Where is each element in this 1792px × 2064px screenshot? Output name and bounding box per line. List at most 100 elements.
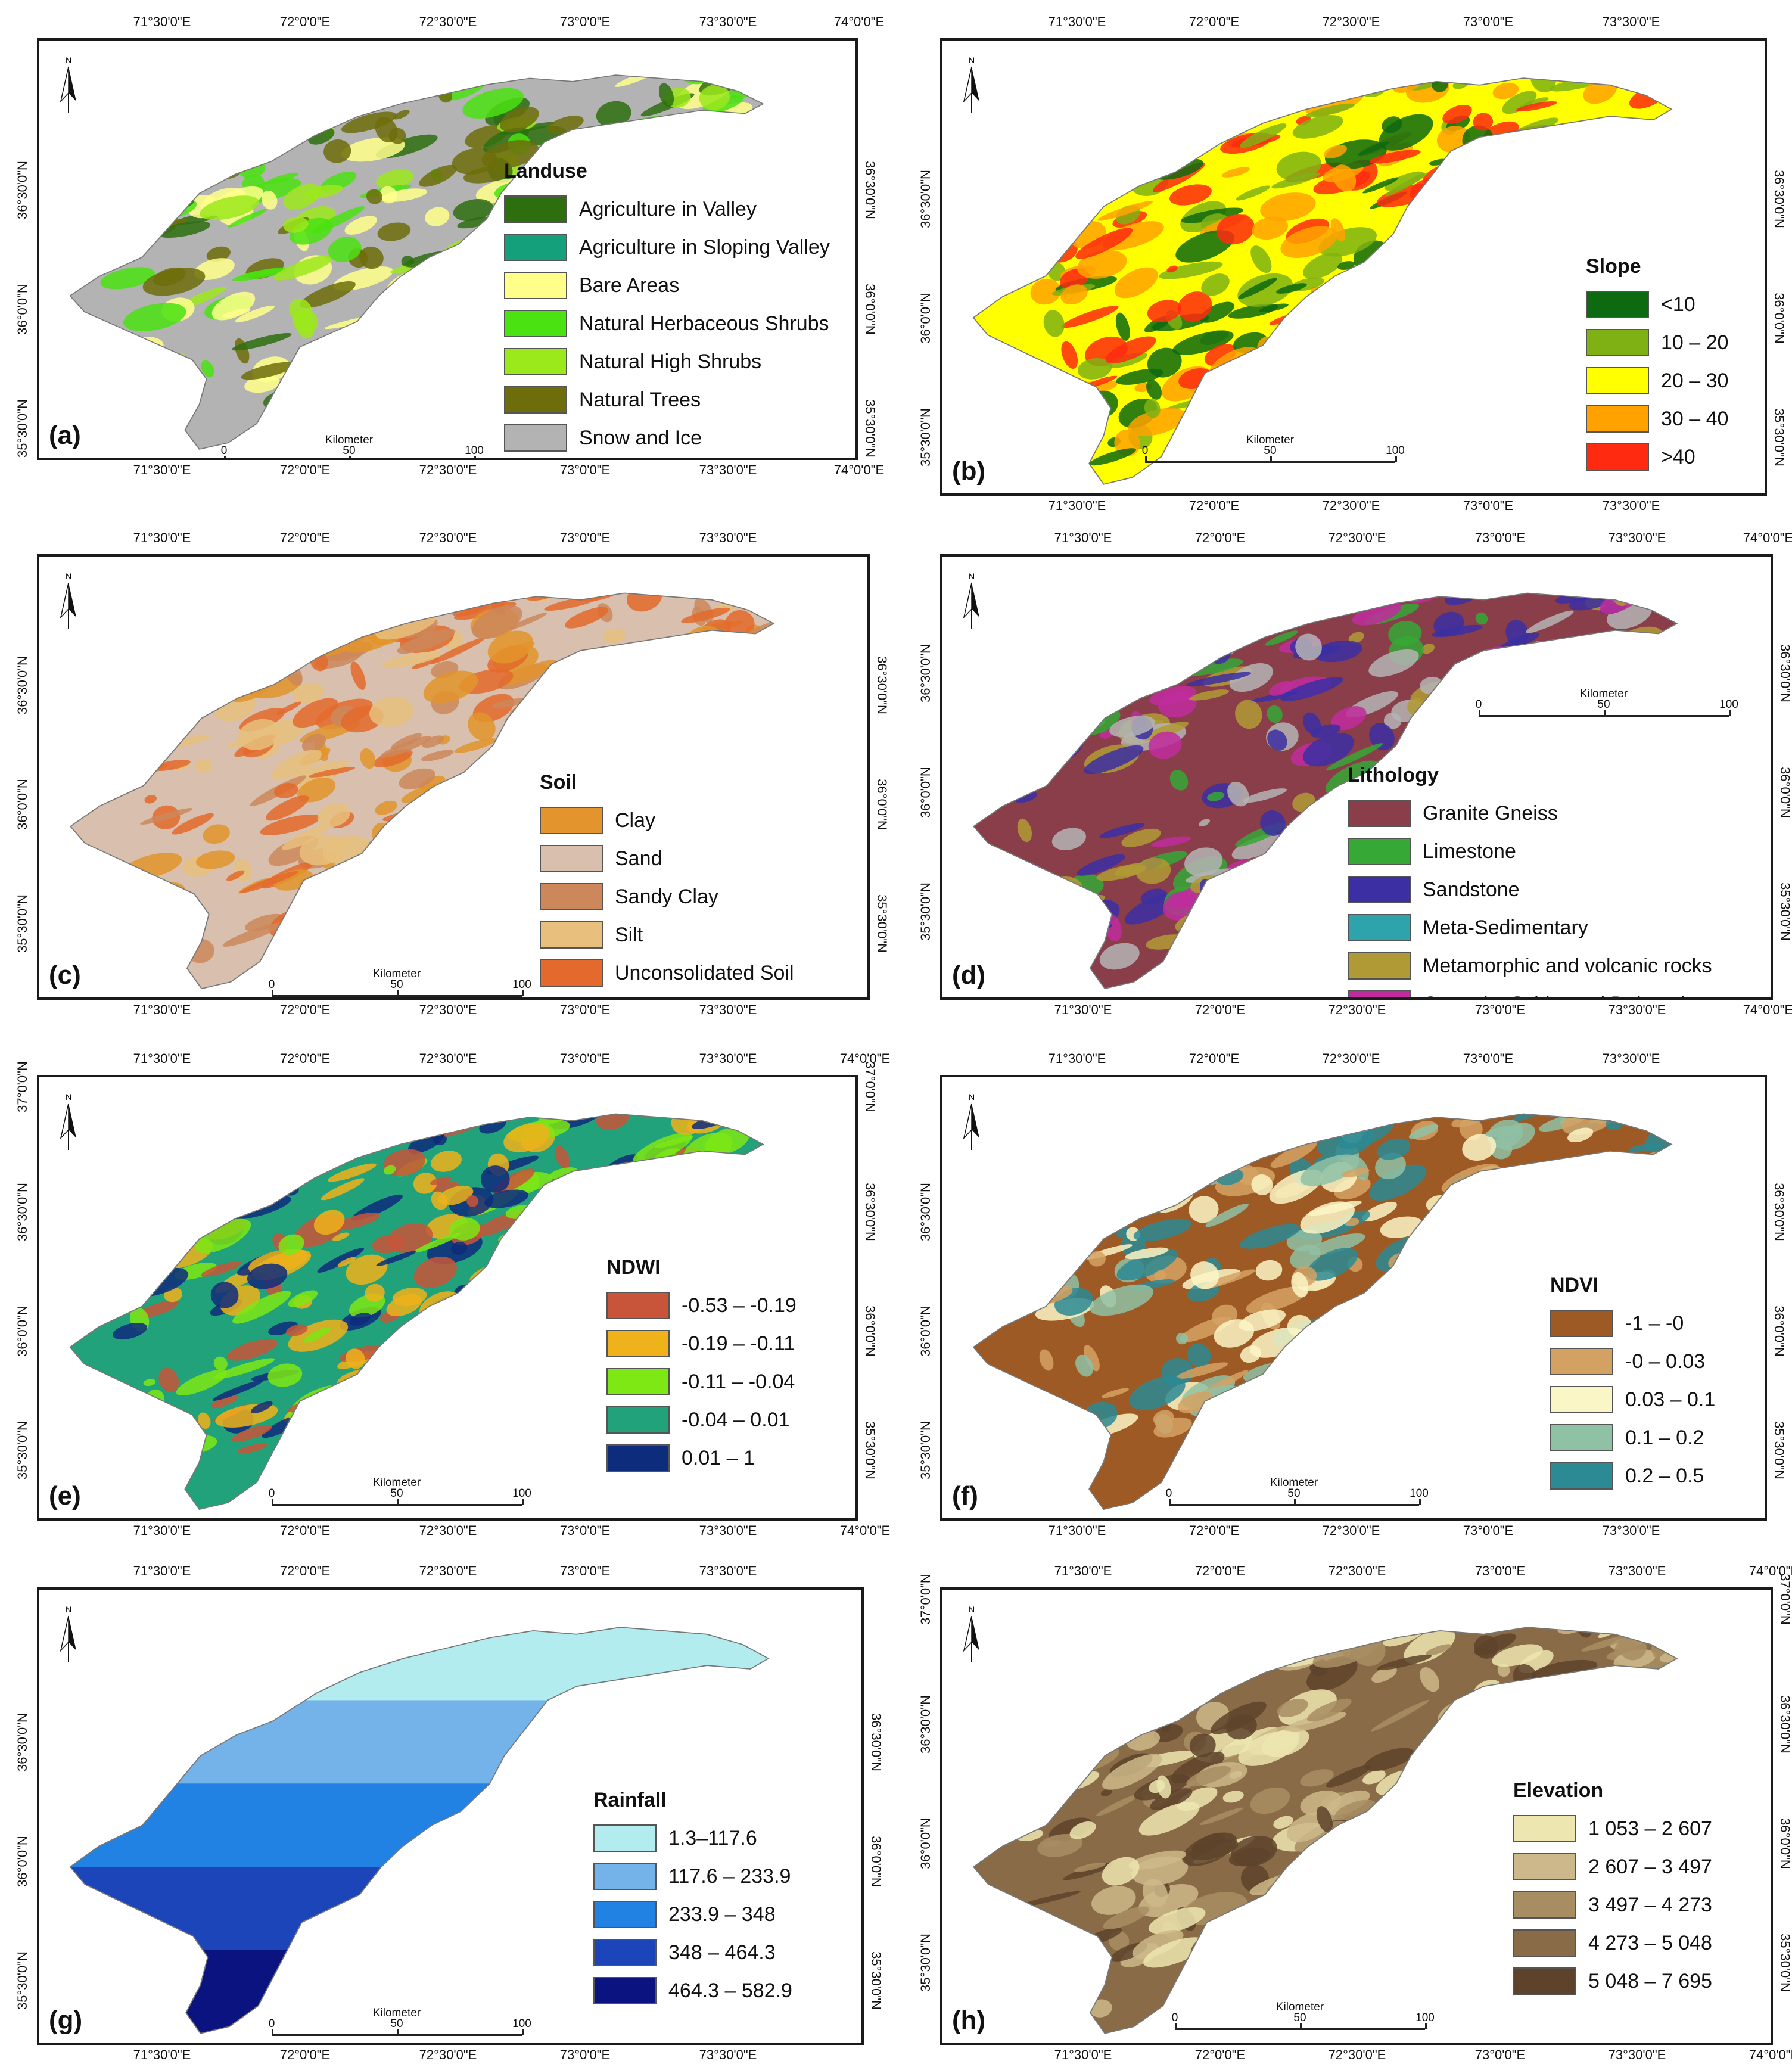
longitude-label: 71°30'0"E bbox=[1048, 498, 1106, 513]
north-arrow-icon: N bbox=[60, 1092, 76, 1150]
legend-swatch bbox=[1348, 838, 1411, 865]
scale-bar-tick-label: 0 bbox=[1141, 444, 1149, 457]
legend-label: Granite Gneiss bbox=[1423, 801, 1558, 825]
rainfall-band bbox=[70, 1627, 769, 1701]
legend-label: -0.19 – -0.11 bbox=[682, 1332, 795, 1355]
longitude-label: 71°30'0"E bbox=[1048, 14, 1106, 29]
legend-item: Water Bodies bbox=[504, 457, 830, 458]
latitude-label: 36°0'0"N bbox=[15, 1305, 30, 1357]
legend-item: 30 – 40 bbox=[1586, 400, 1728, 438]
longitude-label: 73°0'0"E bbox=[1463, 1051, 1514, 1066]
longitude-label: 74°0'0"E bbox=[1749, 2047, 1792, 2062]
longitude-label: 73°30'0"E bbox=[1602, 1523, 1660, 1538]
longitude-label: 73°30'0"E bbox=[699, 2047, 757, 2062]
legend-label: >40 bbox=[1661, 445, 1695, 468]
latitude-label: 35°30'0"N bbox=[918, 882, 933, 941]
latitude-label: 36°30'0"N bbox=[918, 1695, 933, 1754]
legend-item: -0.53 – -0.19 bbox=[606, 1286, 797, 1325]
legend-swatch bbox=[540, 959, 603, 987]
latitude-label: 35°30'0"N bbox=[1778, 1934, 1792, 1992]
legend-title: NDVI bbox=[1550, 1274, 1599, 1297]
legend-item: Limestone bbox=[1348, 832, 1712, 871]
longitude-label: 72°0'0"E bbox=[279, 1523, 331, 1538]
latitude-label: 36°30'0"N bbox=[875, 656, 889, 714]
legend-item: Bare Areas bbox=[504, 266, 830, 304]
longitude-label: 71°30'0"E bbox=[1054, 1002, 1112, 1017]
latitude-label: 35°30'0"N bbox=[918, 1421, 933, 1479]
longitude-label: 72°0'0"E bbox=[279, 14, 331, 29]
legend-swatch bbox=[606, 1292, 670, 1319]
legend-swatch bbox=[540, 845, 603, 872]
longitude-label: 74°0'0"E bbox=[1743, 530, 1792, 545]
longitude-label: 73°0'0"E bbox=[1474, 530, 1526, 545]
latitude-label: 36°30'0"N bbox=[918, 1183, 933, 1241]
panel-label: (c) bbox=[49, 960, 81, 990]
panel-label: (f) bbox=[952, 1481, 978, 1510]
scale-bar-tick-label: 0 bbox=[268, 2018, 275, 2030]
legend-label: Agriculture in Valley bbox=[579, 197, 757, 220]
scale-bar: Kilometer 0 50 100 bbox=[268, 2007, 531, 2043]
scale-bar: Kilometer 0 50 100 bbox=[268, 1476, 531, 1512]
legend-label: 2 607 – 3 497 bbox=[1588, 1855, 1712, 1878]
legend-label: Natural High Shrubs bbox=[579, 350, 762, 373]
legend-title: Landuse bbox=[504, 160, 587, 182]
latitude-label: 36°30'0"N bbox=[15, 161, 30, 219]
north-arrow-icon: N bbox=[963, 55, 979, 113]
longitude-label: 73°30'0"E bbox=[1608, 2047, 1666, 2062]
legend-item: Snow and Ice bbox=[504, 419, 830, 457]
legend-label: -0.11 – -0.04 bbox=[682, 1370, 795, 1393]
longitude-label: 72°0'0"E bbox=[1189, 14, 1240, 29]
latitude-label: 36°30'0"N bbox=[863, 161, 878, 219]
legend-label: 0.01 – 1 bbox=[682, 1446, 755, 1469]
latitude-label: 36°0'0"N bbox=[1772, 1305, 1787, 1357]
scale-bar-tick-label: 100 bbox=[1410, 1487, 1429, 1500]
longitude-label: 72°30'0"E bbox=[1322, 14, 1380, 29]
latitude-label: 35°30'0"N bbox=[15, 894, 30, 953]
north-arrow-icon: N bbox=[60, 571, 76, 629]
scale-bar-title: Kilometer bbox=[372, 2007, 421, 2019]
longitude-label: 74°0'0"E bbox=[833, 462, 885, 477]
legend-item: Sandstone bbox=[1348, 871, 1712, 909]
legend-item: Silt bbox=[540, 916, 794, 954]
legend-label: -0.04 – 0.01 bbox=[682, 1408, 790, 1431]
legend-swatch bbox=[606, 1406, 670, 1434]
latitude-label: 36°30'0"N bbox=[869, 1713, 883, 1771]
scale-bar-title: Kilometer bbox=[325, 434, 374, 446]
svg-text:N: N bbox=[969, 1605, 975, 1614]
longitude-label: 74°0'0"E bbox=[833, 14, 885, 29]
latitude-label: 36°0'0"N bbox=[918, 293, 933, 344]
map-frame: N (b) Kilometer 0 50 100 Slope <10 10 – 20 20 – 3… bbox=[940, 38, 1767, 496]
legend-item: Natural Trees bbox=[504, 381, 830, 419]
legend-label: 233.9 – 348 bbox=[668, 1903, 776, 1926]
map-frame: N (d) Kilometer 0 50 100 Lithology Granite Gnei… bbox=[940, 554, 1773, 1000]
latitude-label: 35°30'0"N bbox=[1772, 1421, 1787, 1479]
longitude-label: 71°30'0"E bbox=[133, 2047, 191, 2062]
legend-swatch bbox=[1550, 1386, 1613, 1413]
longitude-label: 72°30'0"E bbox=[1328, 1002, 1386, 1017]
longitude-label: 71°30'0"E bbox=[1054, 530, 1112, 545]
scale-bar-tick-label: 0 bbox=[268, 1487, 275, 1500]
legend-item: 0.01 – 1 bbox=[606, 1439, 797, 1477]
scale-bar-tick-label: 50 bbox=[1264, 444, 1277, 457]
legend-swatch bbox=[1550, 1348, 1613, 1375]
longitude-label: 72°0'0"E bbox=[1194, 530, 1246, 545]
longitude-label: 72°30'0"E bbox=[419, 1523, 477, 1538]
latitude-label: 36°30'0"N bbox=[1772, 170, 1787, 228]
legend: Landuse Agriculture in Valley Agriculture … bbox=[504, 160, 830, 458]
scale-bar-tick-label: 50 bbox=[390, 2018, 403, 2030]
map-frame: N (h) Kilometer 0 50 100 Elevation 1 053 – 2 60… bbox=[940, 1587, 1773, 2045]
longitude-label: 73°30'0"E bbox=[1602, 14, 1660, 29]
panel-label: (d) bbox=[952, 960, 986, 990]
longitude-label: 73°30'0"E bbox=[1608, 1002, 1666, 1017]
scale-bar-tick-label: 100 bbox=[512, 1487, 531, 1500]
legend-swatch bbox=[1348, 876, 1411, 903]
scale-bar-tick-label: 100 bbox=[512, 2018, 531, 2030]
longitude-label: 72°30'0"E bbox=[419, 462, 477, 477]
legend-label: 348 – 464.3 bbox=[668, 1941, 776, 1964]
longitude-label: 72°0'0"E bbox=[1194, 1002, 1246, 1017]
svg-text:N: N bbox=[66, 1092, 71, 1102]
basin-map bbox=[69, 592, 775, 990]
longitude-label: 72°30'0"E bbox=[1322, 498, 1380, 513]
longitude-label: 72°0'0"E bbox=[279, 1002, 331, 1017]
legend-item: 0.2 – 0.5 bbox=[1550, 1457, 1715, 1495]
